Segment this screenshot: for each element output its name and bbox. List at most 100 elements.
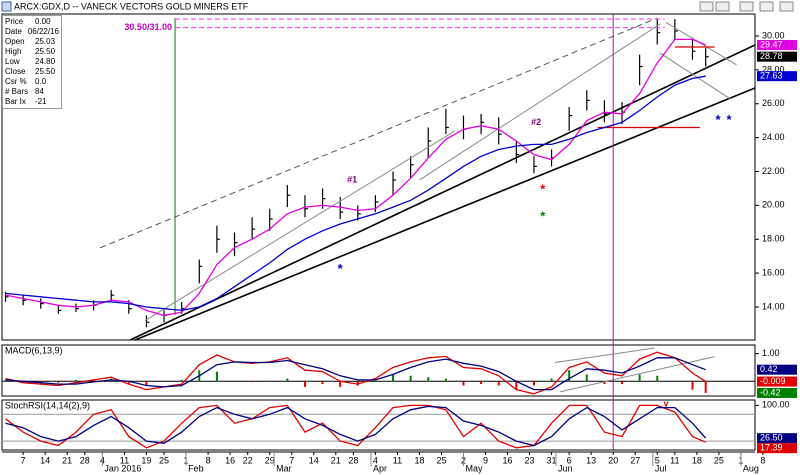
info-value: 06/22/16 <box>27 27 59 36</box>
value-box <box>757 51 797 62</box>
histogram-bar <box>127 381 130 385</box>
x-tick-label: 31 <box>547 455 557 465</box>
month-label: Jun <box>558 463 573 473</box>
info-value: 25.50 <box>35 67 56 76</box>
macd-panel <box>1 344 756 397</box>
panel-label-bg <box>3 401 95 411</box>
panel-label: StochRSI(14,14(2),9) <box>5 400 90 410</box>
x-tick-label: 11 <box>120 455 129 465</box>
month-label: Mar <box>276 463 292 473</box>
button[interactable] <box>759 1 774 12</box>
x-tick-label: 25 <box>714 455 724 465</box>
histogram-bar <box>704 381 707 393</box>
month-label: Feb <box>188 463 204 473</box>
trend-line <box>134 87 755 340</box>
y-tick-label: 30.00 <box>762 30 785 40</box>
panel-label-bg <box>3 346 65 356</box>
x-tick-label: 16 <box>225 455 235 465</box>
histogram-bar <box>22 381 25 383</box>
value-box-label: 0.42 <box>760 364 778 374</box>
value-box-label: 29.47 <box>760 39 783 49</box>
annotation: * <box>726 112 732 127</box>
x-tick-label: 19 <box>141 455 151 465</box>
y-tick-label: 1.00 <box>762 348 780 358</box>
y-tick-label: 22.00 <box>762 166 785 176</box>
series-line <box>5 351 707 395</box>
value-box-label: 28.78 <box>760 51 783 61</box>
series-line <box>5 357 706 391</box>
x-tick-label: 28 <box>348 455 358 465</box>
y-tick-label: 100.00 <box>762 400 790 410</box>
info-value: 0.00 <box>35 17 51 26</box>
series-line <box>5 75 706 312</box>
info-row: Low 24.80 <box>5 57 59 67</box>
info-value: 24.80 <box>35 57 56 66</box>
button[interactable] <box>779 1 794 12</box>
histogram-bar <box>603 381 606 385</box>
histogram-bar <box>39 381 42 383</box>
value-box <box>757 433 797 444</box>
histogram-bar <box>286 378 289 382</box>
info-row: Close 25.50 <box>5 67 59 77</box>
x-tick-label: 14 <box>309 455 319 465</box>
histogram-bar <box>4 379 7 382</box>
trend-line <box>555 347 655 363</box>
panel-label: MACD(6,13,9) <box>5 345 63 355</box>
histogram-bar <box>568 370 571 382</box>
x-tick-label: 4 <box>373 455 378 465</box>
x-tick-label: 28 <box>80 455 90 465</box>
info-value: 25.50 <box>35 47 56 56</box>
annotation: 30.50/31.00 <box>124 22 172 32</box>
button[interactable] <box>715 1 730 12</box>
info-row: Date 06/22/16 <box>5 27 59 37</box>
price-plot: 30.50/31.00 #1 #2 * * * * * <box>4 17 755 340</box>
x-tick-label: 7 <box>289 455 294 465</box>
x-tick-label: 18 <box>692 455 702 465</box>
x-tick-label: 25 <box>436 455 446 465</box>
histogram-bar <box>74 379 77 382</box>
y-tick-label: 18.00 <box>762 234 785 244</box>
histogram-bar <box>356 381 359 386</box>
histogram-bar <box>585 374 588 382</box>
x-tick-label: 22 <box>243 455 253 465</box>
info-label: # Bars <box>5 87 29 96</box>
app-icon <box>1 1 12 12</box>
window-buttons[interactable] <box>699 1 794 12</box>
title-bar <box>0 0 800 13</box>
info-label: Close <box>5 67 26 76</box>
info-label: Date <box>5 27 22 36</box>
value-box-label: -0.42 <box>760 387 781 397</box>
histogram-bar <box>444 378 447 382</box>
info-label: Low <box>5 57 20 66</box>
histogram-bar <box>532 381 535 386</box>
info-value: 84 <box>35 87 44 96</box>
trend-line <box>659 52 731 100</box>
x-tick-label: 5 <box>655 455 660 465</box>
month-label: Jul <box>655 463 667 473</box>
button[interactable] <box>739 1 754 12</box>
value-box-label: -0.009 <box>760 376 786 386</box>
histogram-bar <box>268 380 271 382</box>
x-tick-label: 21 <box>331 455 341 465</box>
button[interactable] <box>699 1 714 12</box>
y-tick-label: 14.00 <box>762 301 785 311</box>
histogram-bar <box>638 374 641 382</box>
info-row: Open 25.03 <box>5 37 59 47</box>
histogram-bar <box>621 381 624 385</box>
histogram-bar <box>180 379 183 382</box>
trend-line <box>129 44 755 340</box>
x-tick-label: 7 <box>21 455 26 465</box>
x-tick-label: 8 <box>206 455 211 465</box>
histogram-bar <box>656 375 659 382</box>
info-row: # Bars 84 <box>5 87 59 97</box>
macd-plot <box>2 347 755 395</box>
histogram-bar <box>691 381 694 390</box>
month-label: Jan 2016 <box>104 463 141 473</box>
x-tick-label: 9 <box>483 455 488 465</box>
info-row: High 25.50 <box>5 47 59 57</box>
y-tick-label: 20.00 <box>762 200 785 210</box>
info-row: Bar Ix -21 <box>5 97 59 107</box>
info-box: Price 0.00 Date 06/22/16 Open 25.03 High 25.50 L… <box>2 15 62 109</box>
value-box-label: 26.50 <box>760 433 783 443</box>
histogram-bar <box>374 379 377 382</box>
